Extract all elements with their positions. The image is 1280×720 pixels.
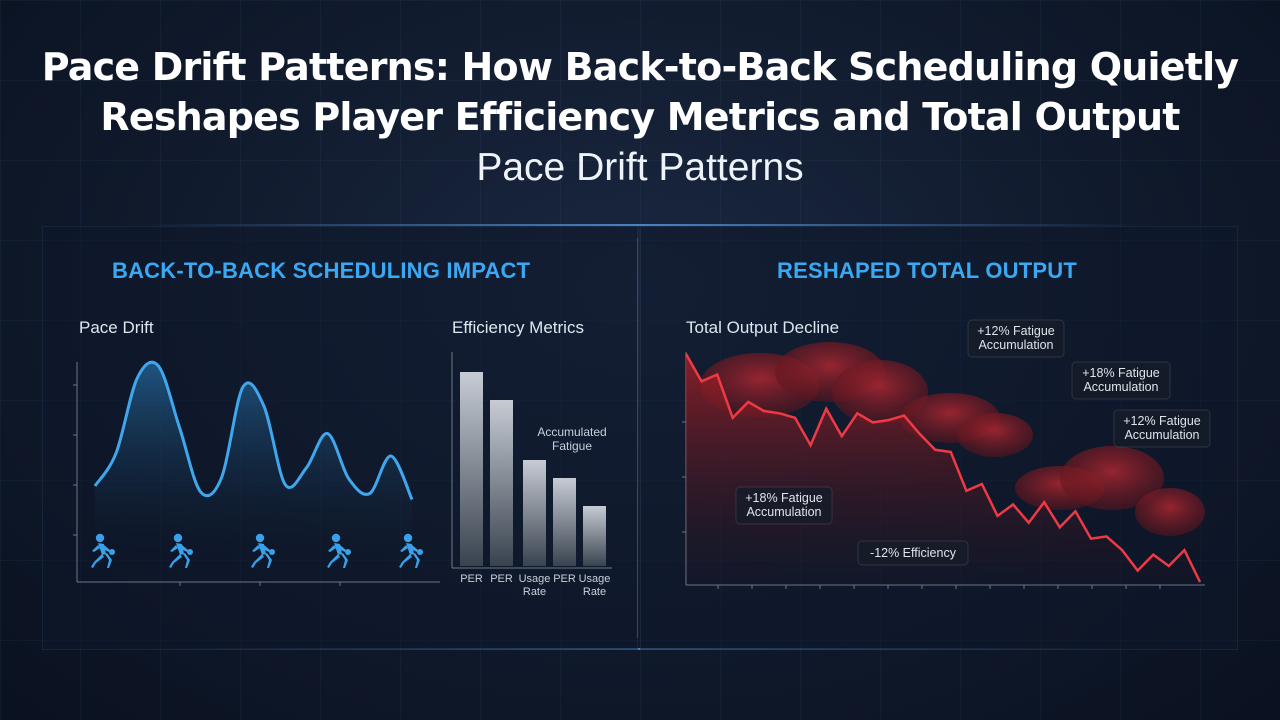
efficiency-tick-label: PER (460, 573, 483, 585)
annotation-box (857, 540, 969, 566)
efficiency-tick-label: Usage (519, 573, 551, 585)
right-panel-heading: RESHAPED TOTAL OUTPUT (777, 258, 1077, 283)
efficiency-bars (460, 372, 606, 566)
annotation-text: Accumulation (1124, 428, 1199, 442)
page-subtitle: Pace Drift Patterns (476, 146, 804, 189)
output-annotation: -12% Efficiency (857, 540, 969, 566)
annotation-text: +18% Fatigue (1082, 366, 1160, 380)
annotation-text: +12% Fatigue (1123, 414, 1201, 428)
efficiency-tick-label: Usage (579, 573, 611, 585)
title-line-1: Pace Drift Patterns: How Back-to-Back Sc… (41, 45, 1239, 89)
annotation-text: -12% Efficiency (870, 546, 957, 560)
efficiency-tick-label: PER (490, 573, 513, 585)
efficiency-bar (460, 372, 483, 566)
pace-drift-title: Pace Drift (79, 318, 154, 337)
efficiency-bar (583, 506, 606, 566)
efficiency-bar (523, 460, 546, 566)
efficiency-title: Efficiency Metrics (452, 318, 584, 337)
panel-divider (637, 238, 638, 638)
annotation-text: +18% Fatigue (745, 491, 823, 505)
page-title: Pace Drift Patterns: How Back-to-Back Sc… (0, 42, 1280, 142)
output-line (684, 353, 1202, 583)
annotation-text: Accumulation (1083, 380, 1158, 394)
annotation-text: Accumulation (746, 505, 821, 519)
output-chart: Total Output Decline +12% FatigueAccumul… (682, 318, 1211, 589)
glow-divider-top (140, 224, 1140, 226)
left-panel-heading: BACK-TO-BACK SCHEDULING IMPACT (112, 258, 531, 283)
pace-axis-ticks (73, 384, 341, 586)
efficiency-tick-label: PER (553, 573, 576, 585)
efficiency-annotation-text: Fatigue (552, 439, 592, 453)
efficiency-bar (490, 400, 513, 566)
pace-area (95, 362, 412, 560)
pace-line (93, 360, 414, 501)
efficiency-tick-label: Rate (583, 586, 606, 598)
title-line-2: Reshapes Player Efficiency Metrics and T… (100, 95, 1180, 139)
efficiency-annotation-text: Accumulated (537, 425, 606, 439)
output-area (686, 354, 1200, 585)
output-axis-ticks (682, 421, 1161, 589)
annotation-box (1071, 361, 1171, 400)
pace-drift-chart: Pace Drift (73, 318, 440, 586)
annotation-text: +12% Fatigue (977, 324, 1055, 338)
efficiency-tick-label: Rate (523, 586, 546, 598)
annotation-box (735, 486, 833, 525)
fatigue-clouds (700, 342, 1205, 536)
efficiency-bar (553, 478, 576, 566)
output-title: Total Output Decline (686, 318, 839, 337)
annotation-box (967, 319, 1065, 358)
annotation-text: Accumulation (978, 338, 1053, 352)
annotation-box (1113, 409, 1211, 448)
